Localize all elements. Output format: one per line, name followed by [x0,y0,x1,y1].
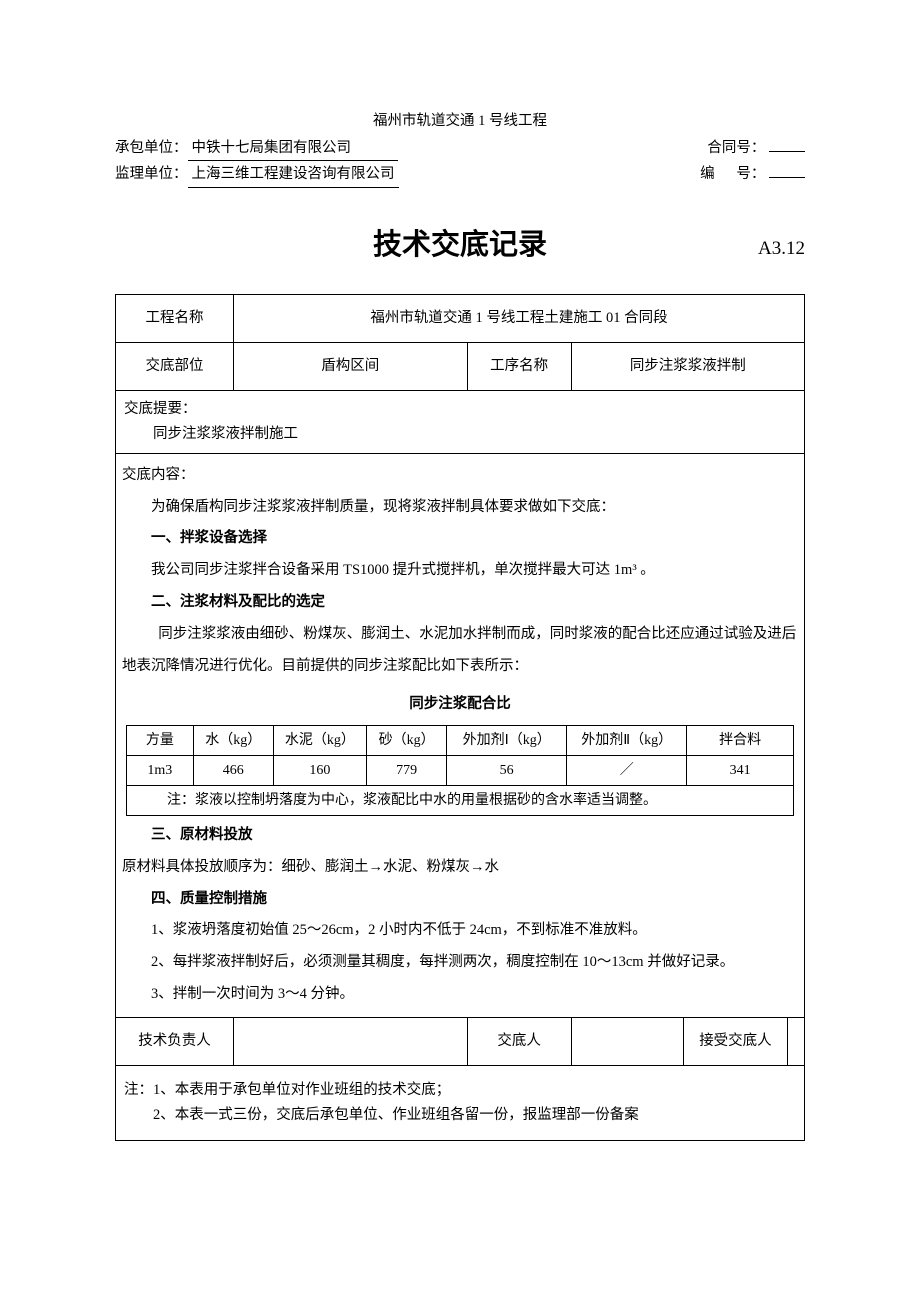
mix-note-row: 注：浆液以控制坍落度为中心，浆液配比中水的用量根据砂的含水率适当调整。 [127,785,794,815]
serial-label-1: 编 [700,166,736,182]
process-label: 工序名称 [467,343,571,391]
row-content: 交底内容： 为确保盾构同步注浆浆液拌制质量，现将浆液拌制具体要求做如下交底： 一… [116,453,805,1017]
summary-text: 同步注浆浆液拌制施工 [124,422,796,447]
mix-col-3: 砂（kg） [367,725,447,755]
serial-label-2: 号： [736,166,765,182]
mix-col-0: 方量 [127,725,194,755]
s1-p1: 我公司同步注浆拌合设备采用 TS1000 提升式搅拌机，单次搅拌最大可达 1m³… [122,555,798,587]
s3-title: 三、原材料投放 [122,820,798,852]
position-value: 盾构区间 [233,343,467,391]
mix-col-5: 外加剂Ⅱ（kg） [567,725,687,755]
s4-p2: 2、每拌浆液拌制好后，必须测量其稠度，每拌测两次，稠度控制在 10～13cm 并… [122,947,798,979]
mix-col-6: 拌合料 [687,725,794,755]
row-summary: 交底提要： 同步注浆浆液拌制施工 [116,391,805,453]
sig-tech-lead-label: 技术负责人 [116,1018,234,1066]
content-intro: 为确保盾构同步注浆浆液拌制质量，现将浆液拌制具体要求做如下交底： [122,492,798,524]
row-signatures: 技术负责人 交底人 接受交底人 [116,1018,805,1066]
row-position: 交底部位 盾构区间 工序名称 同步注浆浆液拌制 [116,343,805,391]
mix-header-row: 方量 水（kg） 水泥（kg） 砂（kg） 外加剂Ⅰ（kg） 外加剂Ⅱ（kg） … [127,725,794,755]
s4-title: 四、质量控制措施 [122,884,798,916]
footnote-1: 注：1、本表用于承包单位对作业班组的技术交底； [124,1078,796,1103]
s4-p1: 1、浆液坍落度初始值 25～26cm，2 小时内不低于 24cm，不到标准不准放… [122,915,798,947]
position-label: 交底部位 [116,343,234,391]
mix-data-row: 1m3 466 160 779 56 ／ 341 [127,755,794,785]
supervisor-value: 上海三维工程建设咨询有限公司 [188,163,399,187]
mix-cell-4: 56 [447,755,567,785]
sig-disclosed-value [571,1018,683,1066]
mix-title: 同步注浆配合比 [122,689,798,721]
mix-note: 注：浆液以控制坍落度为中心，浆液配比中水的用量根据砂的含水率适当调整。 [127,785,794,815]
sig-tech-lead-value [233,1018,467,1066]
mix-cell-6: 341 [687,755,794,785]
mix-col-1: 水（kg） [193,725,273,755]
mix-col-4: 外加剂Ⅰ（kg） [447,725,567,755]
content-label: 交底内容： [122,460,798,492]
mix-table: 方量 水（kg） 水泥（kg） 砂（kg） 外加剂Ⅰ（kg） 外加剂Ⅱ（kg） … [126,725,794,816]
mix-cell-0: 1m3 [127,755,194,785]
project-name-label: 工程名称 [116,294,234,342]
header-row-supervisor: 监理单位： 上海三维工程建设咨询有限公司 编号： [115,163,805,187]
s2-p1: 同步注浆浆液由细砂、粉煤灰、膨润土、水泥加水拌制而成，同时浆液的配合比还应通过试… [122,619,798,683]
s4-p3: 3、拌制一次时间为 3～4 分钟。 [122,979,798,1011]
contractor-label: 承包单位： [115,137,188,161]
title-row: 技术交底记录 A3.12 [115,222,805,268]
serial-value [769,177,805,178]
doc-title: 技术交底记录 [185,222,735,268]
summary-label: 交底提要： [124,397,796,422]
supervisor-label: 监理单位： [115,163,188,187]
row-footnote: 注：1、本表用于承包单位对作业班组的技术交底； 2、本表一式三份，交底后承包单位… [116,1066,805,1140]
mix-cell-5: ／ [567,755,687,785]
process-value: 同步注浆浆液拌制 [571,343,804,391]
sig-disclosed-label: 交底人 [467,1018,571,1066]
sig-received-label: 接受交底人 [683,1018,787,1066]
s3-p1: 原材料具体投放顺序为：细砂、膨润土→水泥、粉煤灰→水 [122,852,798,884]
contract-no-label: 合同号： [707,140,765,156]
project-name-value: 福州市轨道交通 1 号线工程土建施工 01 合同段 [233,294,804,342]
s1-title: 一、拌浆设备选择 [122,523,798,555]
main-table: 工程名称 福州市轨道交通 1 号线工程土建施工 01 合同段 交底部位 盾构区间… [115,294,805,1141]
mix-col-2: 水泥（kg） [273,725,366,755]
s2-title: 二、注浆材料及配比的选定 [122,587,798,619]
contractor-value: 中铁十七局集团有限公司 [188,137,398,161]
mix-cell-2: 160 [273,755,366,785]
row-project-name: 工程名称 福州市轨道交通 1 号线工程土建施工 01 合同段 [116,294,805,342]
mix-cell-1: 466 [193,755,273,785]
mix-cell-3: 779 [367,755,447,785]
doc-code: A3.12 [735,234,805,264]
sig-received-value [788,1018,805,1066]
header-row-contractor: 承包单位： 中铁十七局集团有限公司 合同号： [115,137,805,161]
contract-no-value [769,151,805,152]
project-line: 福州市轨道交通 1 号线工程 [115,110,805,133]
footnote-2: 2、本表一式三份，交底后承包单位、作业班组各留一份，报监理部一份备案 [124,1103,796,1128]
